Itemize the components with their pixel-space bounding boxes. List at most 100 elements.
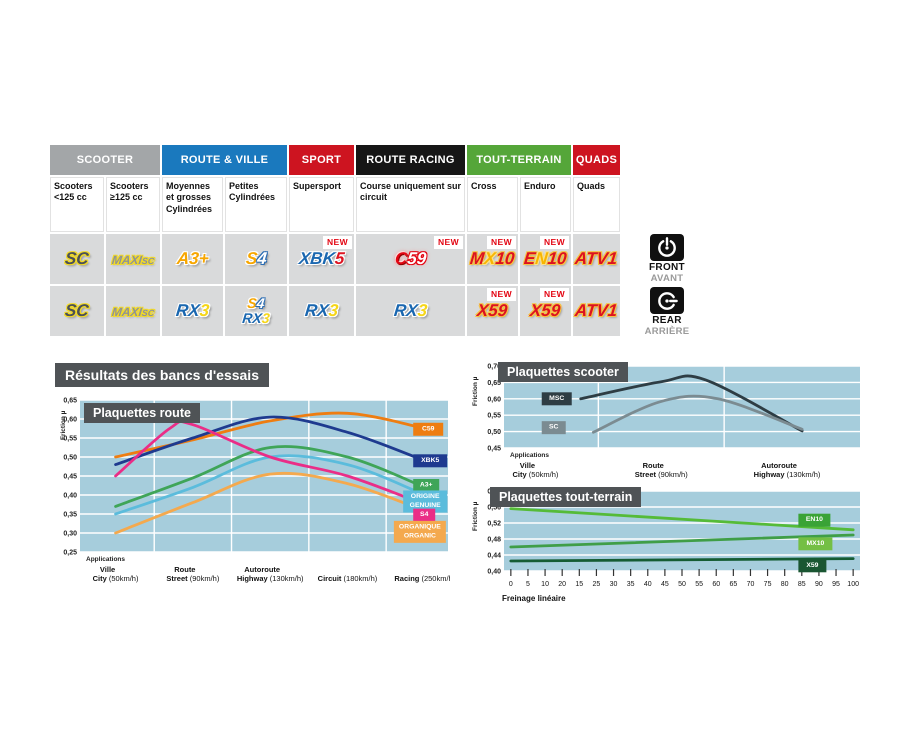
product-badge: RX3 [303,300,340,320]
svg-text:Ville: Ville [100,565,115,574]
svg-text:ORGANIC: ORGANIC [404,532,436,539]
product-badge: S4 [246,295,266,312]
new-flag: NEW [322,236,352,249]
product-cell: RX3 [356,286,465,336]
svg-text:5: 5 [526,581,530,588]
svg-text:15: 15 [575,581,583,588]
product-cell: NEW X59 [467,286,518,336]
svg-text:Friction µ: Friction µ [60,410,67,440]
product-badge: S4 [244,248,268,268]
svg-text:20: 20 [558,581,566,588]
svg-text:60: 60 [712,581,720,588]
svg-text:0,30: 0,30 [63,531,77,538]
svg-text:EN10: EN10 [806,516,823,523]
svg-text:80: 80 [781,581,789,588]
product-row-front: SC MAXISC A3+ S4 NEW XBK5 NEW C59 NEW MX10 NEW EN10… [50,234,620,284]
chart-offroad-pads-title: Plaquettes tout-terrain [490,487,642,507]
product-cell: S4 RX3 [225,286,287,336]
product-cell: ATV1 [573,234,620,284]
product-badge: C59 [393,248,428,268]
svg-text:Route: Route [174,565,195,574]
product-badge: A3+ [175,248,210,268]
subcategory-cell: Scooters ≥125 cc [106,177,160,232]
new-flag: NEW [539,288,569,301]
svg-text:City (50km/h): City (50km/h) [93,574,139,583]
svg-text:0,48: 0,48 [487,537,501,544]
svg-text:Autoroute: Autoroute [244,565,280,574]
svg-text:0,50: 0,50 [63,455,77,462]
svg-text:0,65: 0,65 [63,398,77,405]
svg-text:MSC: MSC [549,395,564,402]
product-badge: MX10 [469,248,516,268]
svg-text:35: 35 [627,581,635,588]
chart-offroad-pads: 0,400,440,480,520,560,60Friction µ051020… [470,485,862,621]
svg-text:45: 45 [661,581,669,588]
rear-label: REAR [652,315,682,326]
chart-offroad-pads-svg: 0,400,440,480,520,560,60Friction µ051020… [472,489,860,603]
svg-text:SC: SC [549,424,559,431]
product-cell: NEW MX10 [467,234,518,284]
product-cell: A3+ [162,234,223,284]
svg-text:65: 65 [729,581,737,588]
svg-text:S4: S4 [420,511,429,518]
svg-text:0,65: 0,65 [487,380,501,387]
product-badge: SC [64,300,90,320]
subcategory-cell: Scooters <125 cc [50,177,104,232]
svg-text:Applications: Applications [86,556,125,563]
subcategory-cell: Moyennes et grosses Cylindrées [162,177,223,232]
chart-road-pads-svg: 0,25 0,30 0,35 0,40 0,45 0,50 0,55 0,60 0,65 Fric… [60,398,450,584]
svg-text:0,45: 0,45 [487,446,501,453]
svg-text:C59: C59 [422,425,435,432]
svg-text:0,55: 0,55 [63,436,77,443]
svg-text:ORGANIQUE: ORGANIQUE [399,523,441,530]
svg-text:0,52: 0,52 [487,521,501,528]
product-badge: ATV1 [574,248,619,268]
rear-position-block: REAR ARRIÈRE [639,287,695,337]
product-cell: NEW X59 [520,286,571,336]
svg-text:Racing (250km/h): Racing (250km/h) [394,574,450,583]
svg-text:Route: Route [643,461,664,470]
product-cell: SC [50,286,104,336]
svg-text:0,35: 0,35 [63,512,77,519]
front-brake-disc-icon [650,234,684,261]
rear-brake-disc-icon [650,287,684,314]
svg-text:50: 50 [678,581,686,588]
results-title: Résultats des bancs d'essais [55,363,269,387]
svg-text:25: 25 [593,581,601,588]
product-table-wrap: SCOOTER ROUTE & VILLE SPORT ROUTE RACING TOU… [48,143,622,338]
new-flag: NEW [486,288,516,301]
category-header: SCOOTER [50,145,160,175]
product-badge: SC [64,248,90,268]
product-cell: MAXISC [106,286,160,336]
category-header: ROUTE & VILLE [162,145,287,175]
product-badge: MAXISC [110,304,155,319]
svg-text:95: 95 [832,581,840,588]
svg-text:GENUINE: GENUINE [410,502,441,509]
svg-text:ORIGINE: ORIGINE [411,493,440,500]
category-header: TOUT-TERRAIN [467,145,571,175]
svg-text:0,25: 0,25 [63,550,77,557]
svg-text:Street (90km/h): Street (90km/h) [635,470,688,479]
svg-text:Street (90km/h): Street (90km/h) [166,574,219,583]
svg-text:Circuit (180km/h): Circuit (180km/h) [318,574,378,583]
category-header: QUADS [573,145,620,175]
front-sub-label: AVANT [650,273,684,284]
svg-text:0,45: 0,45 [63,474,77,481]
product-badge: X59 [476,300,509,320]
product-badge: MAXISC [110,252,155,267]
subcategory-cell: Course uniquement sur circuit [356,177,465,232]
svg-text:0,55: 0,55 [487,413,501,420]
product-badge: XBK5 [297,248,346,268]
category-header: ROUTE RACING [356,145,465,175]
product-cell: RX3 [162,286,223,336]
product-badge: EN10 [523,248,568,268]
chart-road-pads-title: Plaquettes route [84,403,200,423]
svg-text:0,40: 0,40 [487,569,501,576]
subcategory-cell: Quads [573,177,620,232]
svg-text:MX10: MX10 [807,540,825,547]
product-row-rear: SC MAXISC RX3 S4 RX3 RX3 RX3 NEW X59 NEW X59 ATV1 [50,286,620,336]
front-label: FRONT [649,262,685,273]
product-cell: MAXISC [106,234,160,284]
svg-text:Highway (130km/h): Highway (130km/h) [754,470,821,479]
product-badge: ATV1 [574,300,619,320]
